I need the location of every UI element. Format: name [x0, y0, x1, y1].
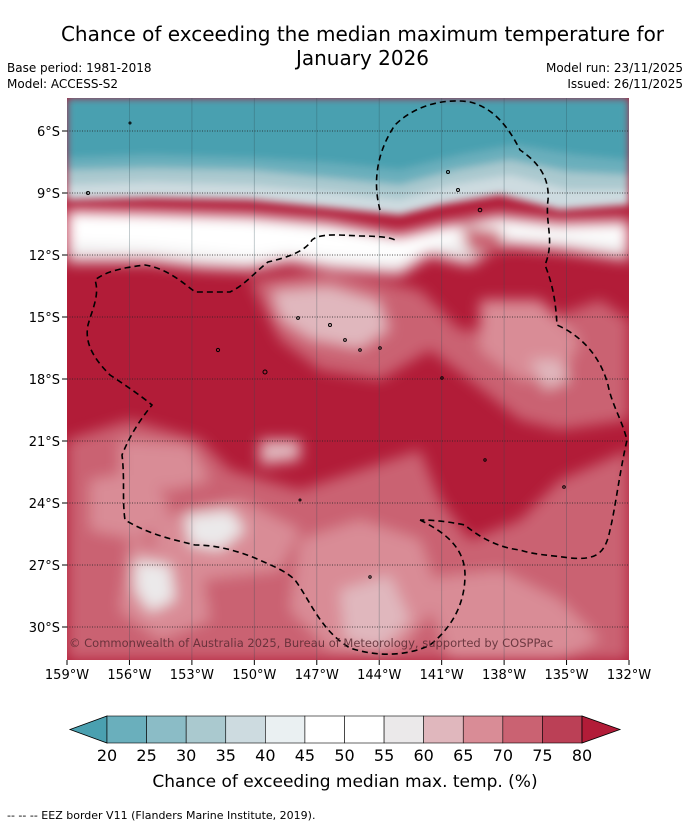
lat-tick-label: 6°S	[37, 125, 60, 140]
colorbar-segment	[423, 715, 464, 744]
lon-tick-label: 132°W	[607, 668, 651, 683]
lon-tick-label: 141°W	[420, 668, 464, 683]
lon-tick-label: 138°W	[482, 668, 526, 683]
colorbar-extend-high	[581, 715, 622, 744]
title-line-2: January 2026	[295, 46, 430, 70]
lon-tick-label: 147°W	[295, 668, 339, 683]
lon-tick-label: 156°W	[107, 668, 151, 683]
colorbar-segment	[304, 715, 345, 744]
lat-tick-label: 21°S	[29, 435, 60, 450]
colorbar-tick-label: 35	[216, 746, 236, 765]
colorbar-segment	[383, 715, 424, 744]
issued-date: Issued: 26/11/2025	[567, 77, 683, 91]
base-period: Base period: 1981-2018	[7, 61, 152, 75]
lat-tick-label: 9°S	[37, 187, 60, 202]
colorbar-tick-label: 30	[176, 746, 196, 765]
colorbar-tick-label: 70	[493, 746, 513, 765]
latitude-labels: 6°S 9°S 12°S 15°S 18°S 21°S 24°S 27°S 30°S	[29, 125, 67, 636]
colorbar: 20 25 30 35 40 45 50 55 60 65 70 75 80	[68, 715, 622, 765]
map-area: © Commonwealth of Australia 2025, Bureau…	[67, 98, 629, 660]
lon-tick-label: 153°W	[170, 668, 214, 683]
title-line-1: Chance of exceeding the median maximum t…	[60, 22, 665, 46]
colorbar-tick-label: 20	[97, 746, 117, 765]
copyright-text: © Commonwealth of Australia 2025, Bureau…	[69, 636, 553, 650]
colorbar-tick-label: 60	[413, 746, 433, 765]
colorbar-segment	[265, 715, 306, 744]
colorbar-tick-label: 55	[374, 746, 394, 765]
colorbar-label: Chance of exceeding median max. temp. (%…	[152, 772, 538, 792]
colorbar-tick-label: 25	[136, 746, 156, 765]
lon-tick-label: 144°W	[357, 668, 401, 683]
map-title: Chance of exceeding the median maximum t…	[40, 22, 685, 70]
lon-tick-label: 150°W	[232, 668, 276, 683]
model-name: Model: ACCESS-S2	[7, 77, 119, 91]
colorbar-segment	[502, 715, 543, 744]
footnote: -- -- -- EEZ border V11 (Flanders Marine…	[7, 809, 316, 822]
colorbar-tick-label: 50	[334, 746, 354, 765]
meta-left: Base period: 1981-2018 Model: ACCESS-S2	[7, 60, 152, 92]
colorbar-segment	[542, 715, 583, 744]
lat-tick-label: 24°S	[29, 497, 60, 512]
lon-tick-label: 135°W	[544, 668, 588, 683]
colorbar-extend-low	[68, 715, 108, 744]
colorbar-tick-label: 65	[453, 746, 473, 765]
colorbar-segment	[225, 715, 266, 744]
colorbar-tick-label: 80	[572, 746, 592, 765]
islands	[86, 121, 566, 579]
lat-tick-label: 12°S	[29, 249, 60, 264]
lon-tick-label: 159°W	[45, 668, 89, 683]
colorbar-segment	[146, 715, 187, 744]
colorbar-segment	[106, 715, 147, 744]
model-run: Model run: 23/11/2025	[545, 61, 683, 75]
colorbar-segment	[462, 715, 504, 744]
lat-tick-label: 30°S	[29, 621, 60, 636]
colorbar-segment	[344, 715, 385, 744]
colorbar-tick-label: 40	[255, 746, 275, 765]
eez-borders	[86, 100, 628, 655]
lat-tick-label: 15°S	[29, 311, 60, 326]
colorbar-tick-label: 45	[295, 746, 315, 765]
colorbar-segment	[185, 715, 227, 744]
colorbar-tick-label: 75	[532, 746, 552, 765]
lat-tick-label: 18°S	[29, 373, 60, 388]
lat-tick-label: 27°S	[29, 559, 60, 574]
meta-right: Model run: 23/11/2025 Issued: 26/11/2025	[546, 60, 683, 92]
longitude-labels: 159°W 156°W 153°W 150°W 147°W 144°W 141°W 138°W…	[45, 660, 651, 683]
